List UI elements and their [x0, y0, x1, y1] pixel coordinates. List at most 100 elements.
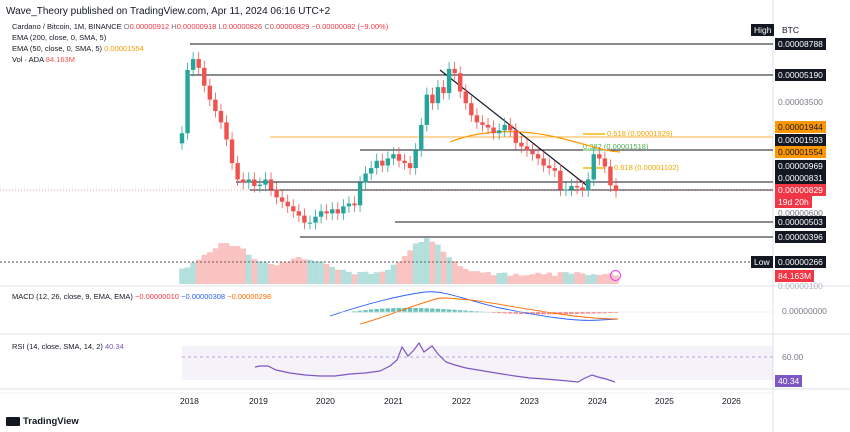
volume-bar — [257, 261, 263, 284]
candle — [469, 103, 473, 115]
macd-hist-value: −0.00000010 — [135, 292, 179, 301]
candle — [286, 202, 290, 207]
volume-bar — [201, 255, 207, 284]
volume-bar — [291, 259, 297, 284]
time-axis-label: 2018 — [180, 396, 199, 406]
candle — [347, 203, 351, 206]
price-tag-831: 0.00000831 — [775, 172, 826, 184]
volume-bar — [563, 272, 569, 284]
volume-bar — [585, 275, 591, 284]
candle — [235, 163, 239, 179]
time-axis-label: 2020 — [316, 396, 335, 406]
volume-bar — [213, 248, 219, 284]
candle — [436, 87, 440, 103]
candle — [330, 209, 334, 213]
volume-bar — [424, 238, 430, 284]
fib-618-top: 0.618 (0.00001929) — [607, 129, 673, 138]
candle — [369, 168, 373, 173]
volume-bar — [474, 271, 480, 284]
volume-bar — [391, 265, 397, 284]
volume-bar — [513, 274, 519, 284]
volume-bar — [552, 276, 558, 284]
candle — [185, 70, 189, 133]
candle — [569, 186, 573, 190]
volume-bar — [407, 250, 413, 284]
macd-hist-bar — [564, 312, 568, 314]
candle — [447, 69, 451, 93]
candle — [302, 216, 306, 223]
candle — [547, 166, 551, 169]
time-axis-label: 2019 — [249, 396, 268, 406]
candle — [536, 154, 540, 158]
volume-bar — [502, 273, 508, 284]
volume-bar — [352, 274, 358, 284]
candle — [592, 154, 596, 179]
candle — [419, 125, 423, 150]
candle — [263, 179, 267, 184]
volume-bar — [190, 262, 196, 284]
candle — [313, 217, 317, 223]
current-price-tag: 0.00000829 — [775, 184, 826, 196]
candle — [375, 161, 379, 168]
volume-bar — [413, 243, 419, 284]
candle — [291, 206, 295, 211]
candle — [341, 206, 345, 213]
candle — [486, 125, 490, 128]
candle — [503, 125, 507, 130]
price-tick-3500: 0.00003500 — [778, 97, 823, 107]
currency-label: BTC — [782, 25, 799, 35]
candle — [324, 211, 328, 213]
price-tag-1593: 0.00001593 — [775, 134, 826, 146]
candle — [413, 150, 417, 168]
volume-bar — [368, 274, 374, 284]
candle — [219, 111, 223, 122]
high-tag: High — [751, 24, 774, 36]
candle — [208, 86, 212, 100]
candle — [280, 197, 284, 201]
candle — [597, 154, 601, 158]
volume-bar — [396, 262, 402, 284]
volume-bar — [268, 264, 274, 284]
time-axis-label: 2024 — [588, 396, 607, 406]
candle — [480, 122, 484, 125]
volume-bar — [491, 275, 497, 284]
volume-bar — [246, 255, 252, 284]
volume-bar — [185, 267, 191, 284]
rsi-value: 40.34 — [105, 342, 124, 351]
candle — [530, 150, 534, 154]
candle — [608, 167, 612, 186]
volume-bar — [508, 276, 514, 284]
candle — [258, 185, 262, 186]
candle — [274, 190, 278, 198]
candle — [241, 179, 245, 182]
volume-bar — [385, 270, 391, 284]
volume-bar — [430, 242, 436, 284]
candle — [352, 203, 356, 205]
macd-pane — [330, 292, 773, 324]
candle — [391, 154, 395, 158]
rsi-legend[interactable]: RSI (14, close, SMA, 14, 2) 40.34 — [12, 342, 124, 351]
candle — [580, 187, 584, 190]
volume-bar — [329, 267, 335, 284]
volume-bar — [341, 270, 347, 284]
candle — [458, 73, 462, 91]
time-axis-label: 2021 — [384, 396, 403, 406]
price-tag-503: 0.00000503 — [775, 216, 826, 228]
volume-bar — [457, 266, 463, 284]
countdown-tag: 19d 20h — [775, 196, 812, 208]
tradingview-logo[interactable]: TradingView — [6, 415, 79, 427]
flash-icon[interactable] — [610, 270, 621, 281]
macd-hist-bar — [541, 312, 545, 314]
price-tag-266: 0.00000266 — [775, 256, 826, 268]
macd-legend[interactable]: MACD (12, 26, close, 9, EMA, EMA) −0.000… — [12, 292, 271, 301]
candle — [475, 115, 479, 122]
candle — [525, 146, 529, 150]
candle — [497, 130, 501, 133]
candle — [336, 209, 340, 213]
ema50-price-tag: 0.00001554 — [775, 146, 826, 158]
downtrend-line[interactable] — [440, 70, 590, 188]
candle — [491, 128, 495, 134]
volume-bar — [418, 242, 424, 284]
macd-signal-value: −0.00000298 — [227, 292, 271, 301]
